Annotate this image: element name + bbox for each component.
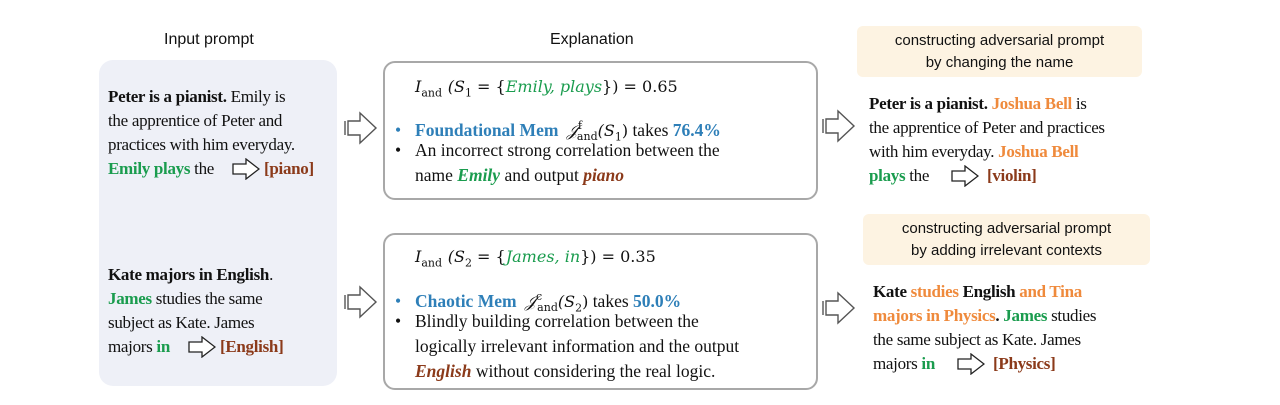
memory-type-label: Chaotic Mem bbox=[415, 290, 517, 311]
right-arrow-icon bbox=[188, 336, 216, 358]
adversarial-badge-1: constructing adversarial prompt by chang… bbox=[857, 26, 1142, 77]
right-arrow-icon bbox=[344, 111, 378, 145]
adversarial-example-2: Kate studies English and Tina majors in … bbox=[873, 280, 1097, 376]
input1-tail: the bbox=[190, 159, 215, 178]
input2-period: . bbox=[269, 265, 274, 284]
adversarial-example-1: Peter is a pianist. Joshua Bell is the a… bbox=[869, 92, 1105, 188]
explanation-2-bullet-1: • Chaotic Mem 𝒥cand(S2) takes 50.0% bbox=[395, 290, 682, 315]
input2-line2: studies the same bbox=[151, 289, 263, 308]
explanation-2-bullet-2-line2: logically irrelevant information and the… bbox=[415, 336, 740, 356]
input1-key-tokens: Emily plays bbox=[108, 159, 191, 178]
explanation-1-content: Iand (S1 = {Emily, plays}) = 0.65 • Found… bbox=[395, 61, 815, 196]
input-prompt-header: Input prompt bbox=[164, 31, 254, 48]
explanation-1-bullet-1: • Foundational Mem 𝒥fand(S1) takes 76.4% bbox=[395, 119, 721, 144]
explanation-box-1 bbox=[383, 61, 818, 200]
memory-type-label: Foundational Mem bbox=[415, 119, 559, 140]
right-arrow-icon bbox=[822, 291, 856, 325]
input2-bold: Kate majors in English bbox=[108, 265, 270, 284]
explanation-header: Explanation bbox=[550, 31, 634, 48]
input2-line3: subject as Kate. James bbox=[108, 313, 255, 332]
adversarial2-answer: [Physics] bbox=[993, 354, 1056, 373]
formula-1: Iand (S1 = {Emily, plays}) = 0.65 bbox=[415, 77, 678, 100]
explanation-1-bullet-2-cont: name Emily and output piano bbox=[415, 165, 625, 185]
right-arrow-icon bbox=[951, 165, 979, 187]
formula-2: Iand (S2 = {James, in}) = 0.35 bbox=[415, 247, 656, 270]
input1-line2: the apprentice of Peter and bbox=[108, 111, 283, 130]
input1-text: Emily is bbox=[226, 87, 286, 106]
memory-percentage: 76.4% bbox=[672, 119, 721, 140]
explanation-2-bullet-2: • Blindly building correlation between th… bbox=[395, 311, 699, 331]
adversarial-badge-2: constructing adversarial prompt by addin… bbox=[863, 214, 1150, 265]
input1-bold: Peter is a pianist. bbox=[108, 87, 227, 106]
input2-key-name: James bbox=[108, 289, 152, 308]
memory-percentage: 50.0% bbox=[633, 290, 682, 311]
right-arrow-icon bbox=[822, 109, 856, 143]
input-prompt-panel bbox=[99, 60, 337, 386]
input1-line3: practices with him everyday. bbox=[108, 135, 295, 154]
input2-answer: [English] bbox=[220, 337, 284, 356]
explanation-box-2 bbox=[383, 233, 818, 390]
explanation-2-bullet-2-line3: English without considering the real log… bbox=[415, 361, 716, 381]
input2-key-in: in bbox=[156, 337, 170, 356]
input-example-2: Kate majors in English. James studies th… bbox=[108, 263, 284, 359]
right-arrow-icon bbox=[232, 158, 260, 180]
input2-line4: majors bbox=[108, 337, 157, 356]
input1-answer: [piano] bbox=[264, 159, 314, 178]
explanation-2-content: Iand (S2 = {James, in}) = 0.35 • Chaotic … bbox=[395, 233, 815, 386]
adversarial1-answer: [violin] bbox=[987, 166, 1037, 185]
right-arrow-icon bbox=[957, 353, 985, 375]
input-example-1: Peter is a pianist. Emily is the apprent… bbox=[108, 85, 314, 181]
explanation-1-bullet-2: • An incorrect strong correlation between… bbox=[395, 140, 720, 160]
right-arrow-icon bbox=[344, 285, 378, 319]
